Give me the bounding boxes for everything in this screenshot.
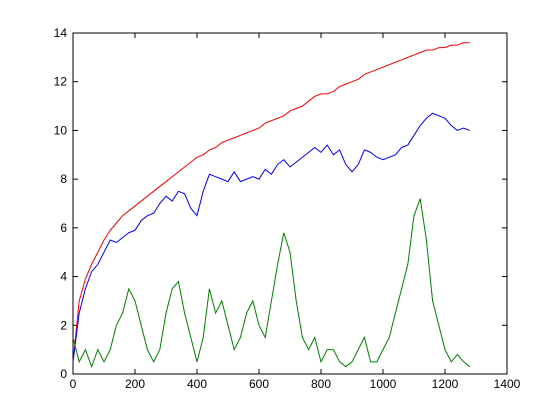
y-tick-label: 10 [54,123,68,137]
y-tick-label: 12 [54,75,68,89]
y-tick-label: 0 [60,367,67,381]
series-line [72,112,470,362]
plot-area [72,32,508,375]
y-tick-label: 6 [60,221,67,235]
x-tick-label: 400 [187,377,207,391]
series-line [72,42,470,362]
y-tick-label: 4 [60,270,67,284]
y-tick-label: 2 [60,318,67,332]
x-tick-label: 1400 [494,377,521,391]
series-line [72,198,471,369]
x-tick-label: 1200 [432,377,459,391]
y-tick-label: 8 [60,172,67,186]
x-tick-label: 1000 [370,377,397,391]
x-tick-label: 200 [125,377,145,391]
x-tick-label: 0 [70,377,77,391]
y-tick-label: 14 [54,26,68,40]
x-tick-label: 600 [249,377,269,391]
x-tick-label: 800 [311,377,331,391]
